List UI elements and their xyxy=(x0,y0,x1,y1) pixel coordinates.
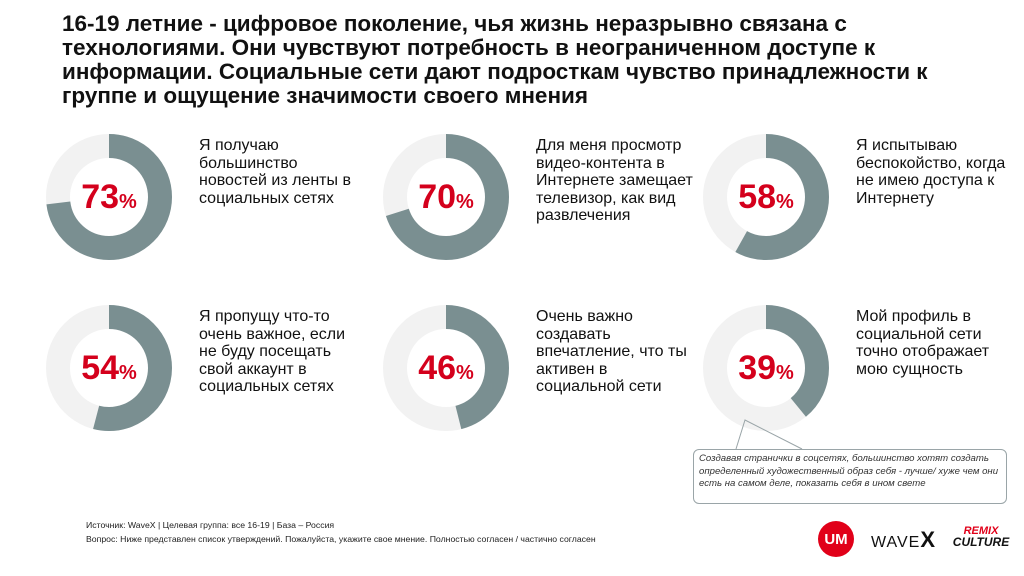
donut-value-arc xyxy=(703,305,829,431)
source-line: Источник: WaveX | Целевая группа: все 16… xyxy=(86,520,335,530)
statement-text: Для меня просмотр видео-контента в Интер… xyxy=(536,137,693,224)
statement-text: Очень важно создавать впечатление, что т… xyxy=(536,308,687,395)
donut-value-arc xyxy=(46,305,172,431)
donut-value-arc xyxy=(383,305,509,431)
wavex-logo: WAVEX xyxy=(871,527,936,553)
statement-text: Я получаю большинство новостей из ленты … xyxy=(199,137,351,207)
source-note: Источник: WaveX | Целевая группа: все 16… xyxy=(86,518,706,546)
percent-sign: % xyxy=(119,362,137,384)
stat-card: 70% Для меня просмотр видео-контента в И… xyxy=(383,134,693,264)
percent-number: 73 xyxy=(81,178,120,216)
stat-card: 54% Я пропущу что-то очень важное, если … xyxy=(46,305,356,435)
statement-text: Я пропущу что-то очень важное, если не б… xyxy=(199,308,346,395)
percent-value: 39% xyxy=(703,305,829,431)
donut-value-arc xyxy=(703,134,829,260)
percent-sign: % xyxy=(456,191,474,213)
donut-chart: 58% xyxy=(703,134,829,260)
um-logo: UM xyxy=(818,521,854,557)
percent-value: 54% xyxy=(46,305,172,431)
remix-logo-top: REMIX xyxy=(963,525,999,537)
donut-chart: 46% xyxy=(383,305,509,431)
stat-card: 58% Я испытываю беспокойство, когда не и… xyxy=(703,134,1013,264)
percent-sign: % xyxy=(456,362,474,384)
donut-value-arc xyxy=(46,134,172,260)
wavex-logo-text: WAVE xyxy=(871,534,921,551)
percent-sign: % xyxy=(776,362,794,384)
donut-chart: 39% xyxy=(703,305,829,431)
percent-value: 70% xyxy=(383,134,509,260)
percent-number: 39 xyxy=(738,349,777,387)
donut-chart: 73% xyxy=(46,134,172,260)
donut-value-arc xyxy=(383,134,509,260)
percent-sign: % xyxy=(119,191,137,213)
remix-logo-bottom: CULTURE xyxy=(952,535,1010,549)
remix-culture-logo: REMIX CULTURE xyxy=(950,525,1012,549)
percent-sign: % xyxy=(776,191,794,213)
percent-number: 46 xyxy=(418,349,457,387)
percent-number: 70 xyxy=(418,178,457,216)
stat-card: 46% Очень важно создавать впечатление, ч… xyxy=(383,305,693,435)
percent-value: 58% xyxy=(703,134,829,260)
stat-card: 73% Я получаю большинство новостей из ле… xyxy=(46,134,356,264)
slide-title: 16-19 летние - цифровое поколение, чья ж… xyxy=(62,11,928,108)
statement-text: Мой профиль в социальной сети точно отоб… xyxy=(856,308,990,378)
question-line: Вопрос: Ниже представлен список утвержде… xyxy=(86,534,596,544)
percent-value: 46% xyxy=(383,305,509,431)
percent-value: 73% xyxy=(46,134,172,260)
percent-number: 58 xyxy=(738,178,777,216)
wavex-logo-x: X xyxy=(920,527,937,552)
percent-number: 54 xyxy=(81,349,120,387)
stat-card: 39% Мой профиль в социальной сети точно … xyxy=(703,305,1013,435)
donut-chart: 70% xyxy=(383,134,509,260)
callout-note: Создавая странички в соцсетях, большинст… xyxy=(693,449,1007,504)
logo-strip: UM WAVEX REMIX CULTURE xyxy=(818,517,1018,559)
donut-chart: 54% xyxy=(46,305,172,431)
statement-text: Я испытываю беспокойство, когда не имею … xyxy=(856,137,1006,207)
